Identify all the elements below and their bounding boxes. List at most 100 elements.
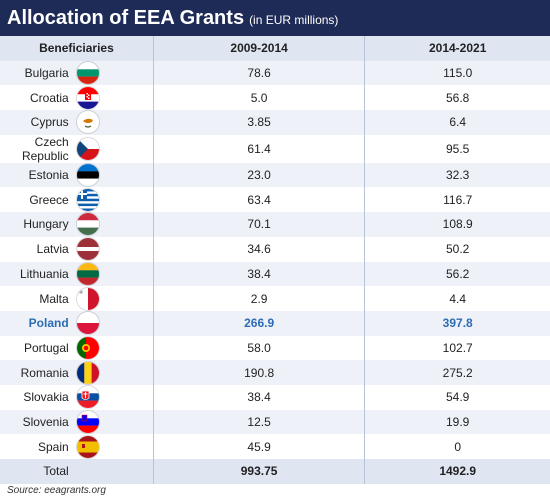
bulgaria-flag-icon bbox=[76, 62, 99, 85]
value-2009-2014: 63.4 bbox=[152, 187, 365, 213]
country-name: Greece bbox=[0, 187, 77, 213]
value-2014-2021: 115.0 bbox=[364, 60, 550, 86]
flag-cell bbox=[76, 384, 154, 410]
value-2014-2021: 50.2 bbox=[364, 236, 550, 262]
flag-cell bbox=[76, 360, 154, 385]
table-body: Bulgaria 78.6 115.0 Croatia 5.0 56.8 Cyprus 3.8… bbox=[0, 60, 550, 459]
flag-cell bbox=[76, 286, 154, 311]
flag-cell bbox=[76, 409, 154, 435]
table-row: Bulgaria 78.6 115.0 bbox=[0, 60, 550, 86]
value-2009-2014: 34.6 bbox=[152, 236, 365, 262]
value-2009-2014: 3.85 bbox=[152, 110, 365, 135]
country-name: Czech Republic bbox=[0, 134, 77, 163]
flag-cell bbox=[76, 187, 154, 213]
value-2009-2014: 58.0 bbox=[152, 335, 365, 361]
country-name: Portugal bbox=[0, 335, 77, 361]
table-row: Spain 45.9 0 bbox=[0, 434, 550, 459]
value-2009-2014: 12.5 bbox=[152, 409, 365, 435]
grants-table: Beneficiaries 2009-2014 2014-2021 Bulgar… bbox=[0, 36, 550, 484]
country-name: Croatia bbox=[0, 85, 77, 111]
flag-cell bbox=[76, 162, 154, 188]
table-row: Latvia 34.6 50.2 bbox=[0, 236, 550, 262]
portugal-flag-icon bbox=[76, 336, 99, 359]
table-row: Greece 63.4 116.7 bbox=[0, 187, 550, 213]
value-2009-2014: 23.0 bbox=[152, 162, 365, 188]
value-2009-2014: 38.4 bbox=[152, 384, 365, 410]
header-beneficiaries: Beneficiaries bbox=[0, 36, 154, 61]
czech-flag-icon bbox=[76, 137, 99, 160]
table-row: Slovenia 12.5 19.9 bbox=[0, 409, 550, 435]
value-2014-2021: 116.7 bbox=[364, 187, 550, 213]
table-row: Lithuania 38.4 56.2 bbox=[0, 261, 550, 287]
table-row: Czech Republic 61.4 95.5 bbox=[0, 134, 550, 163]
header-period-2009-2014: 2009-2014 bbox=[152, 36, 365, 61]
header-period-2014-2021: 2014-2021 bbox=[364, 36, 550, 61]
cyprus-flag-icon bbox=[76, 111, 99, 134]
flag-cell bbox=[76, 310, 154, 336]
value-2009-2014: 38.4 bbox=[152, 261, 365, 287]
value-2014-2021: 6.4 bbox=[364, 110, 550, 135]
value-2014-2021: 56.2 bbox=[364, 261, 550, 287]
page-subtitle: (in EUR millions) bbox=[249, 13, 339, 27]
flag-cell bbox=[76, 434, 154, 459]
total-label: Total bbox=[0, 459, 77, 484]
value-2009-2014: 5.0 bbox=[152, 85, 365, 111]
value-2014-2021: 32.3 bbox=[364, 162, 550, 188]
poland-flag-icon bbox=[76, 312, 99, 335]
value-2014-2021: 4.4 bbox=[364, 286, 550, 311]
country-name: Malta bbox=[0, 286, 77, 311]
lithuania-flag-icon bbox=[76, 262, 99, 285]
value-2014-2021: 54.9 bbox=[364, 384, 550, 410]
total-2014-2021: 1492.9 bbox=[364, 459, 550, 484]
romania-flag-icon bbox=[76, 361, 99, 384]
country-name: Slovenia bbox=[0, 409, 77, 435]
country-name: Slovakia bbox=[0, 384, 77, 410]
table-row: Romania 190.8 275.2 bbox=[0, 360, 550, 385]
flag-cell bbox=[76, 212, 154, 237]
value-2014-2021: 19.9 bbox=[364, 409, 550, 435]
table-row: Hungary 70.1 108.9 bbox=[0, 212, 550, 237]
malta-flag-icon bbox=[76, 287, 99, 310]
country-name: Bulgaria bbox=[0, 60, 77, 86]
hungary-flag-icon bbox=[76, 213, 99, 236]
value-2009-2014: 2.9 bbox=[152, 286, 365, 311]
total-2009-2014: 993.75 bbox=[152, 459, 365, 484]
table-row: Croatia 5.0 56.8 bbox=[0, 85, 550, 111]
flag-cell bbox=[76, 60, 154, 86]
flag-cell bbox=[76, 134, 154, 163]
table-row: Malta 2.9 4.4 bbox=[0, 286, 550, 311]
table-row: Estonia 23.0 32.3 bbox=[0, 162, 550, 188]
country-name: Estonia bbox=[0, 162, 77, 188]
flag-cell bbox=[76, 335, 154, 361]
country-name: Spain bbox=[0, 434, 77, 459]
value-2014-2021: 275.2 bbox=[364, 360, 550, 385]
slovakia-flag-icon bbox=[76, 386, 99, 409]
spain-flag-icon bbox=[76, 435, 99, 458]
value-2014-2021: 397.8 bbox=[364, 310, 550, 336]
table-header-row: Beneficiaries 2009-2014 2014-2021 bbox=[0, 36, 550, 61]
flag-cell bbox=[76, 236, 154, 262]
table-row: Portugal 58.0 102.7 bbox=[0, 335, 550, 361]
country-name: Romania bbox=[0, 360, 77, 385]
flag-cell bbox=[76, 261, 154, 287]
table-row: Cyprus 3.85 6.4 bbox=[0, 110, 550, 135]
flag-cell bbox=[76, 85, 154, 111]
latvia-flag-icon bbox=[76, 238, 99, 261]
value-2014-2021: 0 bbox=[364, 434, 550, 459]
table-row: Poland 266.9 397.8 bbox=[0, 310, 550, 336]
total-row: Total 993.75 1492.9 bbox=[0, 459, 550, 484]
value-2014-2021: 108.9 bbox=[364, 212, 550, 237]
country-name: Latvia bbox=[0, 236, 77, 262]
value-2014-2021: 56.8 bbox=[364, 85, 550, 111]
table-row: Slovakia 38.4 54.9 bbox=[0, 384, 550, 410]
value-2009-2014: 190.8 bbox=[152, 360, 365, 385]
value-2009-2014: 45.9 bbox=[152, 434, 365, 459]
country-name: Cyprus bbox=[0, 110, 77, 135]
greece-flag-icon bbox=[76, 188, 99, 211]
value-2014-2021: 102.7 bbox=[364, 335, 550, 361]
title-bar: Allocation of EEA Grants (in EUR million… bbox=[0, 0, 550, 36]
value-2009-2014: 266.9 bbox=[152, 310, 365, 336]
value-2009-2014: 61.4 bbox=[152, 134, 365, 163]
value-2014-2021: 95.5 bbox=[364, 134, 550, 163]
country-name: Lithuania bbox=[0, 261, 77, 287]
